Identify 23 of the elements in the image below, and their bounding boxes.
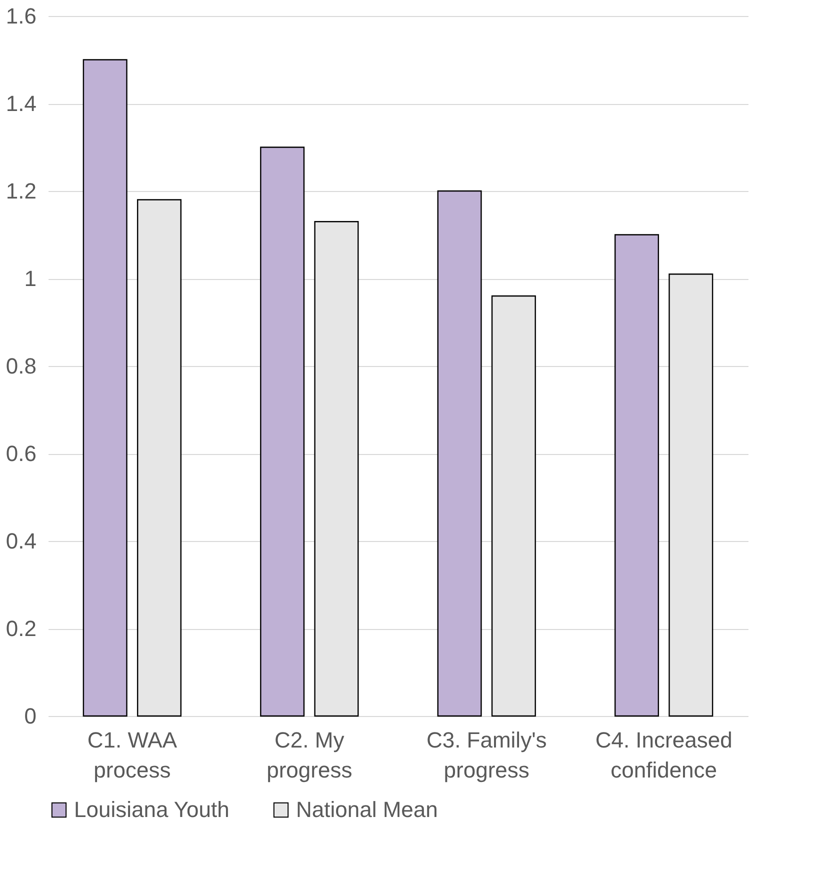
y-tick-label: 1.2 <box>6 178 36 204</box>
y-tick-label: 1.4 <box>6 91 36 116</box>
legend-label: Louisiana Youth <box>74 797 230 822</box>
bar <box>314 221 359 717</box>
x-tick-label: C1. WAA process <box>87 728 178 782</box>
bar <box>668 274 714 717</box>
legend-label: National Mean <box>296 797 438 822</box>
y-tick-label: 0.2 <box>6 616 36 641</box>
x-tick-label: C2. My progress <box>266 728 352 782</box>
x-tick-label: C4. Increased confidence <box>595 728 732 782</box>
bar <box>136 199 182 717</box>
y-tick-label: 1.6 <box>6 4 36 28</box>
bar <box>614 234 660 717</box>
bar <box>491 295 536 717</box>
bar <box>260 146 305 717</box>
x-tick-label: C3. Family's progress <box>426 728 547 782</box>
bar <box>437 190 482 717</box>
y-tick-label: 0.8 <box>6 354 36 378</box>
y-tick-label: 0.4 <box>6 528 36 554</box>
y-tick-label: 1 <box>24 266 36 291</box>
y-tick-label: 0.6 <box>6 441 36 466</box>
bar <box>82 59 128 717</box>
y-tick-label: 0 <box>24 704 36 728</box>
